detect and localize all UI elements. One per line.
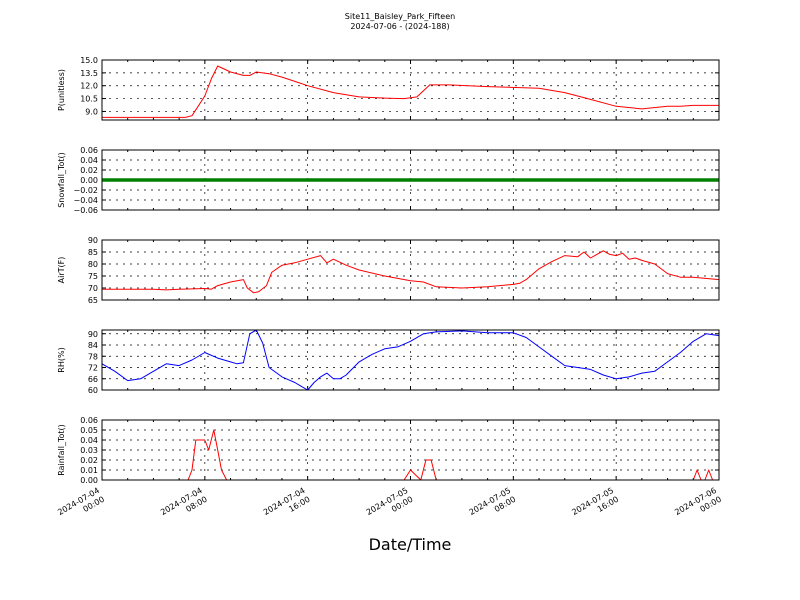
panel-4-ytick-label: 60 [88,386,98,395]
panel-1-y-axis-label: P(unitless) [57,69,66,111]
panel-3-ytick-label: 70 [88,284,98,293]
panel-3-series-line [102,250,720,294]
panel-2-ytick-label: 0.04 [80,156,98,165]
panel-2-frame [101,149,720,211]
x-tick-label: 2024-07-0408:00 [159,486,209,526]
panel-1-ytick-label: 12.0 [80,82,98,91]
panel-4-ytick-label: 66 [88,375,98,384]
panel-1-series-line [102,65,719,118]
panel-5-y-axis-label: Rainfall_Tot() [57,424,66,476]
panel-2-ytick-label: 0.00 [80,176,98,185]
x-tick-label: 2024-07-0416:00 [262,486,312,526]
panels: 9.0 10.5 12.0 13.5 15.0 P(unitless) −0.06−0.04… [57,56,720,485]
panel-1-ytick-label: 13.5 [80,69,98,78]
panel-3: 65 70 75 80 85 90 AirT(F) [57,236,720,305]
panel-5-ytick-label: 0.02 [80,456,98,465]
panel-3-frame [101,239,720,301]
panel-1-ytick-label: 15.0 [80,56,98,65]
panel-2: −0.06−0.04−0.020.000.020.040.06 Snowfall_… [57,146,720,215]
panel-5-ytick-label: 0.04 [80,436,98,445]
panel-1-frame [101,59,720,121]
panel-2-y-axis-label: Snowfall_Tot() [57,152,66,208]
panel-5-ytick-label: 0.05 [80,426,98,435]
panel-4-y-axis-label: RH(%) [57,347,66,372]
panel-2-ytick-label: −0.04 [73,196,98,205]
x-tick-label: 2024-07-0500:00 [365,486,415,526]
panel-4-ytick-label: 78 [88,352,98,361]
panel-2-ytick-label: 0.02 [80,166,98,175]
panel-1-ytick-label: 10.5 [80,95,98,104]
panel-2-ytick-label: 0.06 [80,146,98,155]
panel-2-ytick-label: −0.02 [73,186,98,195]
panel-4-frame [101,329,720,391]
x-axis-label: Date/Time [369,535,452,554]
x-tick-label: 2024-07-0600:00 [673,486,723,526]
panel-2-ytick-label: −0.06 [73,206,98,215]
panel-3-ytick-label: 75 [88,272,98,281]
panel-5-ytick-label: 0.01 [80,466,98,475]
panel-4-ytick-label: 72 [88,364,98,373]
panel-3-ytick-label: 85 [88,248,98,257]
panel-3-y-axis-label: AirT(F) [57,257,66,284]
panel-3-ytick-label: 80 [88,260,98,269]
chart-subtitle: 2024-07-06 - (2024-188) [350,22,449,31]
panel-5-ytick-label: 0.06 [80,416,98,425]
panel-4: 60 66 72 78 84 90 RH(%) [57,329,720,395]
panel-4-ytick-label: 90 [88,330,98,339]
x-axis-ticks: 2024-07-0400:00 2024-07-0408:00 2024-07-04… [56,486,723,526]
panel-3-ytick-label: 65 [88,296,98,305]
x-tick-label: 2024-07-0400:00 [56,486,106,526]
x-tick-label: 2024-07-0508:00 [468,486,518,526]
panel-5-frame [101,419,720,481]
panel-1: 9.0 10.5 12.0 13.5 15.0 P(unitless) [57,56,720,121]
chart-title: Site11_Baisley_Park_Fifteen [345,12,455,21]
panel-5-ytick-label: 0.03 [80,446,98,455]
panel-1-ytick-label: 9.0 [85,107,98,116]
panel-4-ytick-label: 84 [88,341,98,350]
panel-4-series-line [101,329,720,391]
panel-5-ytick-label: 0.00 [80,476,98,485]
x-tick-label: 2024-07-0516:00 [570,486,620,526]
panel-3-ytick-label: 90 [88,236,98,245]
panel-5: 0.000.010.020.030.040.050.06 Rainfall_Tot… [57,416,720,485]
